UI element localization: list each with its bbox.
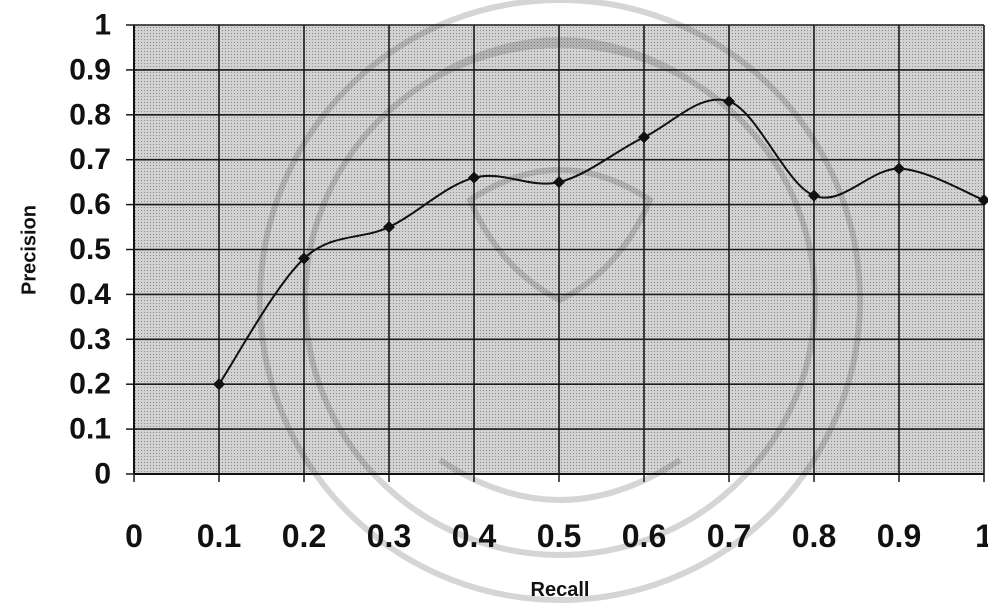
- x-tick-label: 0.3: [367, 518, 411, 554]
- y-tick-label: 0.1: [69, 413, 111, 446]
- y-tick-label: 0.4: [69, 278, 111, 311]
- x-tick-label: 0.7: [707, 518, 751, 554]
- y-tick-label: 0.3: [69, 323, 111, 356]
- y-tick-label: 0.8: [69, 98, 111, 131]
- y-axis-title: Precision: [18, 205, 40, 295]
- y-tick-label: 0.6: [69, 188, 111, 221]
- x-tick-label: 0.8: [792, 518, 836, 554]
- x-tick-label: 0.9: [877, 518, 921, 554]
- y-tick-label: 0.5: [69, 233, 111, 266]
- x-tick-label: 0.5: [537, 518, 581, 554]
- x-tick-label: 0.4: [452, 518, 497, 554]
- y-tick-label: 0.9: [69, 53, 111, 86]
- y-tick-label: 1: [94, 9, 111, 42]
- y-tick-label: 0: [94, 458, 111, 491]
- x-tick-label: 1: [975, 518, 988, 554]
- x-tick-label: 0.1: [197, 518, 241, 554]
- x-axis-title: Recall: [531, 579, 590, 601]
- x-tick-label: 0.6: [622, 518, 666, 554]
- x-tick-label: 0: [125, 518, 143, 554]
- y-tick-label: 0.2: [69, 368, 111, 401]
- y-tick-label: 0.7: [69, 143, 111, 176]
- x-tick-label: 0.2: [282, 518, 326, 554]
